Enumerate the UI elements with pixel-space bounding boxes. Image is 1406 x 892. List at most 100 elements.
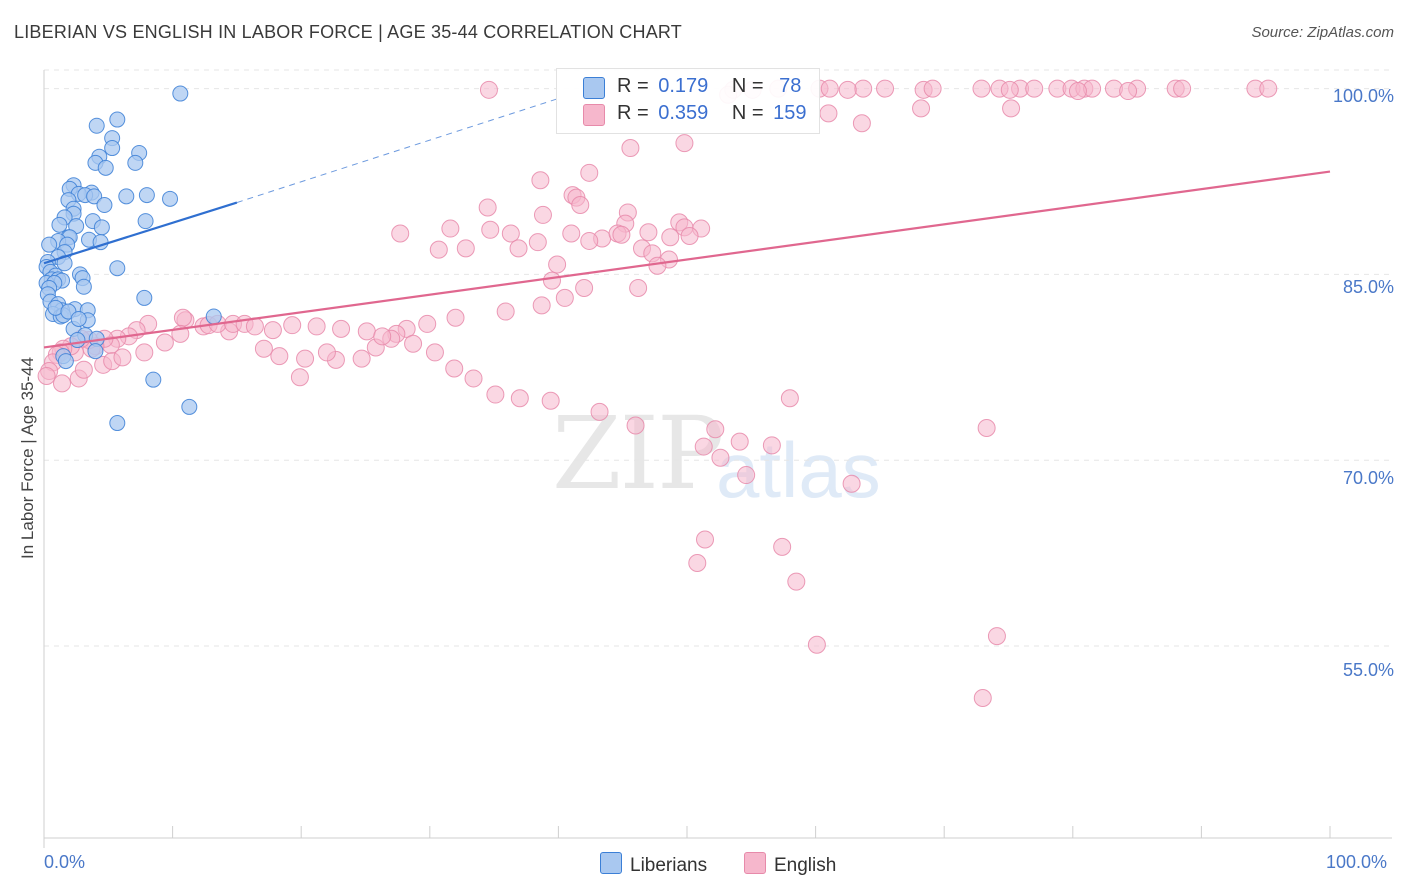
english-point	[481, 220, 500, 239]
english-point	[820, 79, 839, 98]
english-point	[456, 239, 475, 258]
english-point	[478, 198, 497, 217]
english-trend-line	[43, 170, 1331, 349]
english-point	[509, 239, 528, 258]
liberians-point	[181, 398, 198, 415]
english-point	[135, 343, 154, 362]
y-tick-label: 55.0%	[1342, 660, 1394, 680]
english-point	[852, 114, 871, 133]
english-point	[283, 316, 302, 335]
english-point	[486, 385, 505, 404]
english-point	[53, 374, 72, 393]
english-point	[37, 366, 56, 385]
liberians-stats: R = 0.179 N = 78	[617, 75, 801, 101]
english-point	[580, 163, 599, 182]
english-point	[1000, 80, 1019, 99]
watermark-zip: ZIP	[552, 395, 724, 512]
english-point	[590, 402, 609, 421]
english-point	[270, 347, 289, 366]
english-point	[711, 448, 730, 467]
english-point	[510, 389, 529, 408]
english-point	[773, 537, 792, 556]
english-point	[973, 689, 992, 708]
english-point	[548, 255, 567, 274]
english-point	[675, 134, 694, 153]
english-point	[730, 432, 749, 451]
liberians-point	[75, 278, 92, 295]
english-point	[621, 139, 640, 158]
y-tick-label: 100.0%	[1332, 86, 1394, 106]
english-point	[571, 196, 590, 215]
english-point	[501, 224, 520, 243]
english-point	[987, 627, 1006, 646]
liberians-point	[136, 289, 153, 306]
english-point	[842, 474, 861, 493]
english-point	[1025, 79, 1044, 98]
english-point	[404, 334, 423, 353]
english-point	[357, 322, 376, 341]
english-point	[1002, 99, 1021, 118]
english-point	[263, 321, 282, 340]
english-point	[612, 225, 631, 244]
english-point	[445, 359, 464, 378]
english-point	[688, 554, 707, 573]
english-point	[155, 333, 174, 352]
english-point	[74, 360, 93, 379]
english-point	[694, 437, 713, 456]
english-point	[854, 79, 873, 98]
n-label: N =	[731, 102, 764, 124]
legend-item-english[interactable]: English	[744, 852, 836, 877]
liberians-point	[138, 187, 155, 204]
liberians-swatch	[583, 77, 605, 99]
english-point	[680, 226, 699, 245]
english-swatch	[583, 104, 605, 126]
r-label: R =	[617, 102, 649, 124]
liberians-point	[97, 159, 114, 176]
liberians-trend-line	[43, 201, 238, 265]
english-point	[479, 80, 498, 99]
english-point	[787, 572, 806, 591]
liberians-point	[69, 332, 86, 349]
english-point	[629, 279, 648, 298]
english-point	[639, 223, 658, 242]
english-point	[532, 296, 551, 315]
liberians-point	[145, 371, 162, 388]
english-point	[533, 205, 552, 224]
english-point	[648, 256, 667, 275]
y-axis-label: In Labor Force | Age 35-44	[18, 357, 37, 559]
english-point	[575, 279, 594, 298]
english-point	[912, 99, 931, 118]
english-point	[173, 308, 192, 327]
liberians-swatch	[600, 852, 622, 874]
x-tick-label: 0.0%	[44, 852, 86, 872]
english-point	[254, 339, 273, 358]
english-point	[972, 79, 991, 98]
english-point	[531, 171, 550, 190]
r-value: 0.359	[658, 102, 709, 124]
legend-label: English	[774, 855, 837, 876]
english-point	[737, 466, 756, 485]
english-point	[290, 368, 309, 387]
english-point	[706, 420, 725, 439]
correlation-legend: R = 0.179 N = 78 R = 0.359 N = 159	[556, 68, 820, 134]
english-point	[923, 79, 942, 98]
legend-item-liberians[interactable]: Liberians	[600, 852, 707, 877]
liberians-point	[87, 343, 104, 360]
n-label: N =	[731, 75, 764, 97]
liberians-point	[51, 216, 68, 233]
liberians-point	[109, 111, 126, 128]
english-point	[528, 233, 547, 252]
english-point	[838, 80, 857, 99]
liberians-point	[127, 154, 144, 171]
n-value: 78	[779, 75, 802, 97]
liberians-point	[162, 190, 179, 207]
english-point	[352, 349, 371, 368]
english-point	[373, 327, 392, 346]
r-label: R =	[617, 75, 649, 97]
english-point	[555, 288, 574, 307]
english-point	[113, 348, 132, 367]
english-point	[1119, 82, 1138, 101]
english-point	[661, 228, 680, 247]
english-point	[876, 79, 895, 98]
x-tick-label: 100.0%	[1326, 852, 1388, 872]
